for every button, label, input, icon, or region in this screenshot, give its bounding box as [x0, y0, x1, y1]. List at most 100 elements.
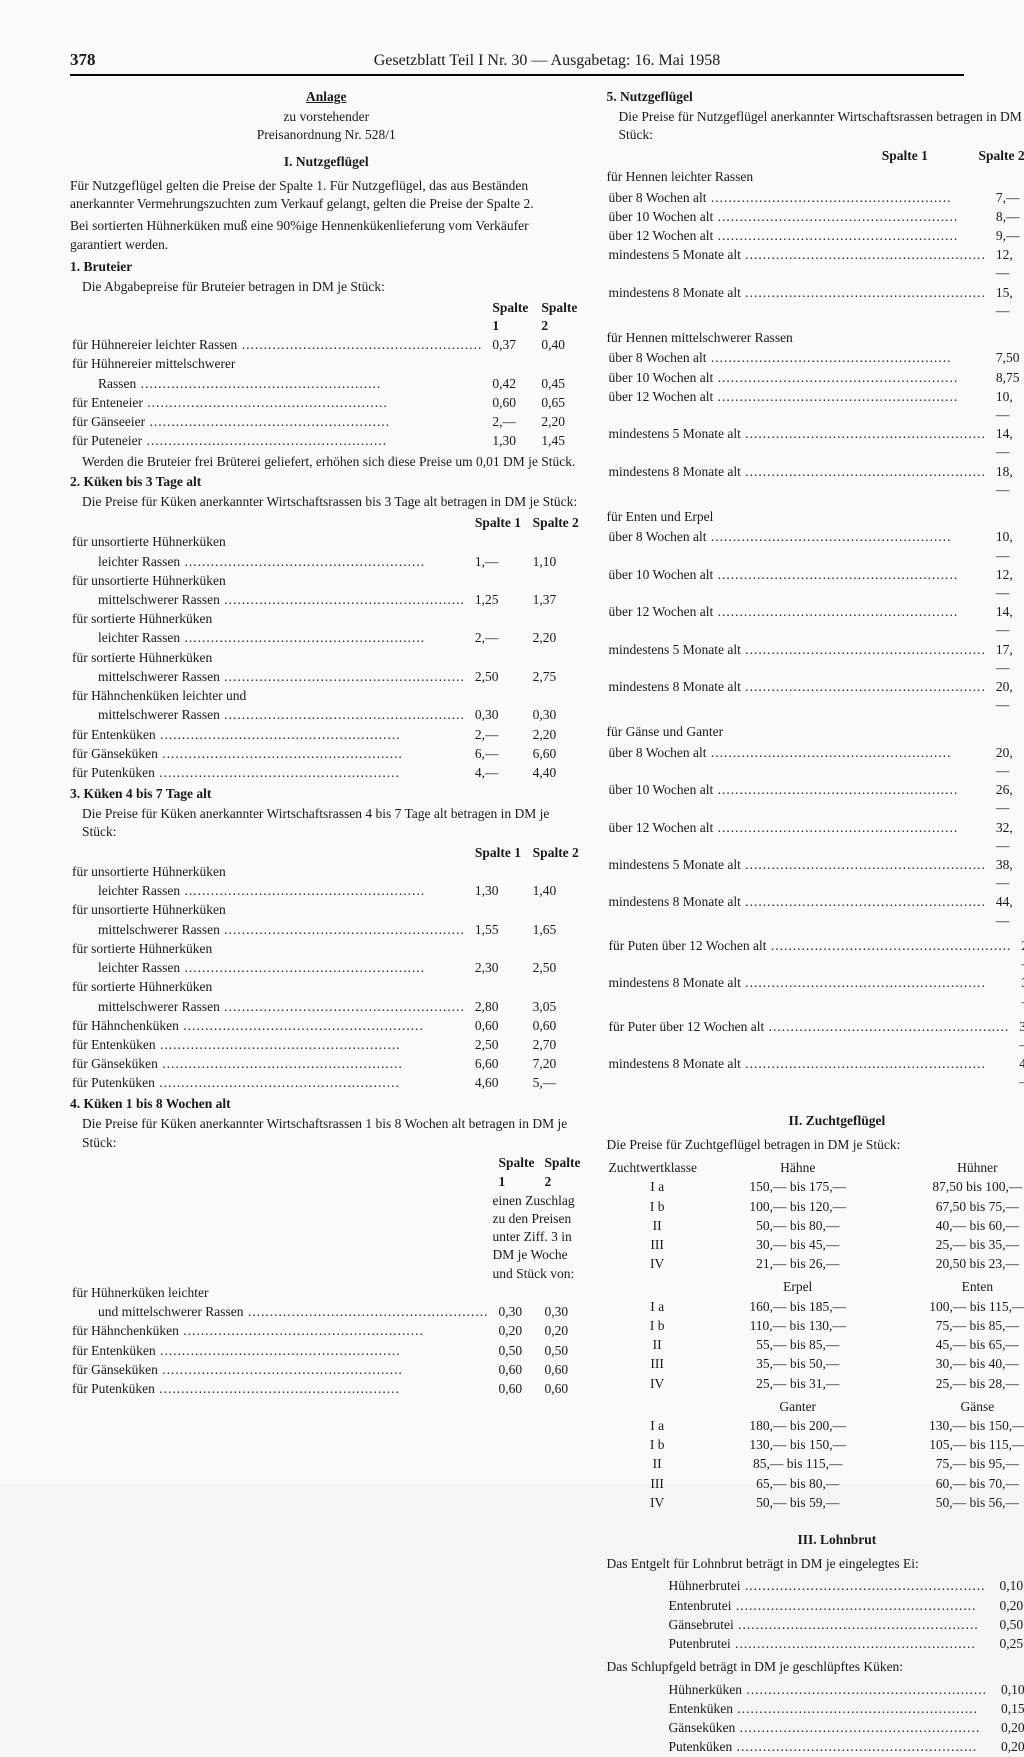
row-label: für Hühnerküken leichter	[70, 1283, 490, 1302]
row-val1: 0,50	[490, 1341, 536, 1360]
row-val2: 5,—	[525, 1074, 583, 1093]
row-val1: 2,80	[467, 997, 525, 1016]
row-val1: 1,—	[467, 552, 525, 571]
row-val: 0,15	[989, 1699, 1024, 1718]
row-val2: 1,10	[525, 552, 583, 571]
s3-head: 3. Küken 4 bis 7 Tage alt	[70, 786, 211, 801]
section-ii-intro: Die Preise für Zuchtgeflügel betragen in…	[607, 1136, 1024, 1154]
zucht-val1: 25,— bis 31,—	[708, 1374, 888, 1393]
anlage-title: Anlage	[70, 88, 583, 106]
row-label: Putenbrutei	[667, 1635, 988, 1654]
row-label-cont: leichter Rassen	[70, 629, 467, 648]
row-label: über 10 Wochen alt	[607, 368, 988, 387]
zucht-val2: 45,— bis 65,—	[888, 1336, 1024, 1355]
zucht-class: IV	[607, 1255, 708, 1274]
row-val2: 6,60	[525, 744, 583, 763]
s2-table: Spalte 1Spalte 2 für unsortierte Hühnerk…	[70, 514, 583, 783]
row-val1: 38,—	[988, 856, 1024, 893]
row-label: für Hühnereier leichter Rassen	[70, 336, 484, 355]
zucht-table: ErpelEntenI a160,— bis 185,—100,— bis 11…	[607, 1278, 1024, 1393]
row-label: für Hähnchenküken leichter und	[70, 687, 467, 706]
row-label: für unsortierte Hühnerküken	[70, 863, 467, 882]
row-label: für Entenküken	[70, 725, 467, 744]
row-val1: 0,60	[490, 1360, 536, 1379]
zucht-val1: 55,— bis 85,—	[708, 1336, 888, 1355]
price-table: für Puten über 12 Wochen alt25,—30,—mind…	[607, 936, 1024, 1011]
row-val1: 1,30	[484, 432, 533, 451]
row-val1: 35,—	[1014, 974, 1024, 1011]
row-val2: 2,20	[525, 629, 583, 648]
row-label: für Gänseküken	[70, 1055, 467, 1074]
row-val: 0,10	[989, 1680, 1024, 1699]
row-label: Entenbrutei	[667, 1596, 988, 1615]
zucht-class: I a	[607, 1297, 708, 1316]
row-val1: 6,60	[467, 1055, 525, 1074]
col-h2: Spalte 2	[533, 298, 582, 335]
section-i-p1: Für Nutzgeflügel gelten die Preise der S…	[70, 177, 583, 213]
row-label: über 8 Wochen alt	[607, 743, 988, 780]
row-val1: 7,50	[988, 349, 1024, 368]
section-iii-p2: Das Schlupfgeld beträgt in DM je geschlü…	[607, 1658, 1024, 1676]
zucht-val2: 100,— bis 115,—	[888, 1297, 1024, 1316]
zucht-table: ZuchtwertklasseHähneHühnerI a150,— bis 1…	[607, 1159, 1024, 1274]
row-label: mindestens 5 Monate alt	[607, 246, 988, 283]
row-label: für sortierte Hühnerküken	[70, 939, 467, 958]
row-label: für Gänseküken	[70, 744, 467, 763]
row-val1: 2,—	[467, 725, 525, 744]
row-val1: 7,—	[988, 188, 1024, 207]
row-label-cont: und mittelschwerer Rassen	[70, 1303, 490, 1322]
row-label: mindestens 8 Monate alt	[607, 1055, 1012, 1092]
zucht-col1: Ganter	[708, 1397, 888, 1416]
row-val2: 7,20	[525, 1055, 583, 1074]
row-label: für Hähnchenküken	[70, 1322, 490, 1341]
zucht-val1: 21,— bis 26,—	[708, 1255, 888, 1274]
row-val: 0,20	[989, 1719, 1024, 1738]
row-label: Hühnerküken	[667, 1680, 989, 1699]
row-val1: 0,30	[467, 706, 525, 725]
s2-head: 2. Küken bis 3 Tage alt	[70, 474, 201, 489]
row-label: für sortierte Hühnerküken	[70, 978, 467, 997]
row-val1: 2,50	[467, 1036, 525, 1055]
zucht-col2: Gänse	[888, 1397, 1024, 1416]
row-label-cont: mittelschwerer Rassen	[70, 706, 467, 725]
row-val1: 9,—	[988, 227, 1024, 246]
s3-table: Spalte 1Spalte 2 für unsortierte Hühnerk…	[70, 843, 583, 1093]
zucht-class: I b	[607, 1316, 708, 1335]
row-label: für unsortierte Hühnerküken	[70, 901, 467, 920]
row-val2: 0,60	[536, 1379, 582, 1398]
row-val1: 20,—	[988, 678, 1024, 715]
row-val2: 2,20	[533, 413, 582, 432]
row-label-cont: leichter Rassen	[70, 882, 467, 901]
zucht-val2: 75,— bis 95,—	[888, 1455, 1024, 1474]
group-title: für Gänse und Ganter	[607, 723, 1024, 741]
row-label: für Puten über 12 Wochen alt	[607, 936, 1014, 973]
row-label: über 8 Wochen alt	[607, 188, 988, 207]
page-number: 378	[70, 50, 130, 70]
row-label: über 12 Wochen alt	[607, 387, 988, 424]
zucht-val1: 85,— bis 115,—	[708, 1455, 888, 1474]
row-label: für Gänseeier	[70, 413, 484, 432]
row-label-cont: Rassen	[70, 374, 484, 393]
zucht-col1: Erpel	[708, 1278, 888, 1297]
row-label: für Putenküken	[70, 1379, 490, 1398]
row-label: Putenküken	[667, 1738, 989, 1757]
row-label: mindestens 8 Monate alt	[607, 283, 988, 320]
row-label: für Hähnchenküken	[70, 1016, 467, 1035]
row-val1: 14,—	[988, 425, 1024, 462]
section-iii-title: III. Lohnbrut	[607, 1531, 1024, 1549]
section-i-p2: Bei sortierten Hühnerküken muß eine 90%i…	[70, 217, 583, 253]
row-val2: 1,65	[525, 920, 583, 939]
group-title: für Hennen leichter Rassen	[607, 168, 1024, 186]
zucht-val2: 105,— bis 115,—	[888, 1436, 1024, 1455]
row-val1: 2,50	[467, 667, 525, 686]
zucht-class: II	[607, 1455, 708, 1474]
right-column: 5. Nutzgeflügel Die Preise für Nutzgeflü…	[607, 86, 1024, 1757]
row-val1: 12,—	[988, 246, 1024, 283]
zucht-class: IV	[607, 1374, 708, 1393]
row-val1: 0,60	[467, 1016, 525, 1035]
row-label: mindestens 8 Monate alt	[607, 974, 1014, 1011]
zucht-val1: 50,— bis 59,—	[708, 1493, 888, 1512]
section-iii-p1: Das Entgelt für Lohnbrut beträgt in DM j…	[607, 1555, 1024, 1573]
anlage-sub: zu vorstehender Preisanordnung Nr. 528/1	[70, 108, 583, 144]
row-label: für Putenküken	[70, 1074, 467, 1093]
